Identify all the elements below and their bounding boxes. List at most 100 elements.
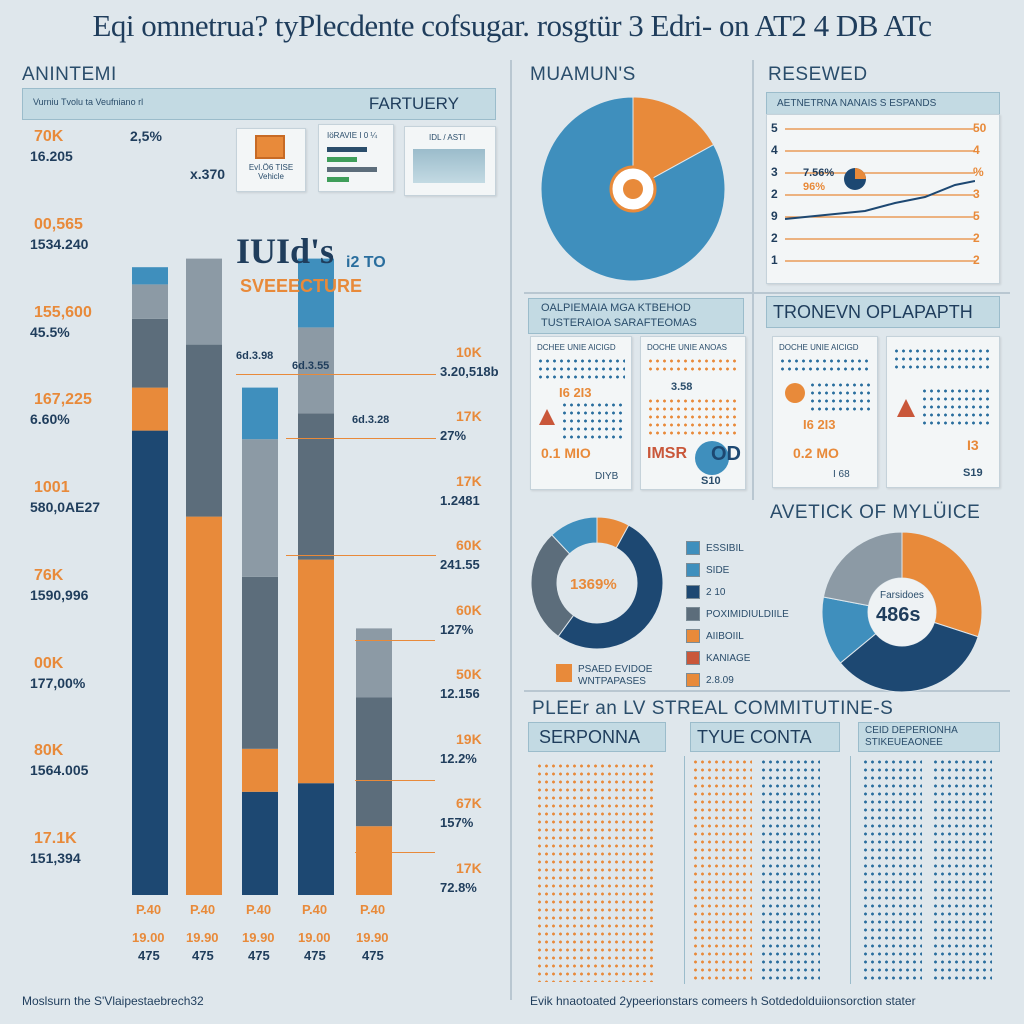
left-label-sub: 16.205 [30, 148, 73, 164]
left-label-sub: 1590,996 [30, 586, 89, 603]
divider-left [510, 60, 512, 1000]
mid-card-2-badge: IMSR [647, 445, 687, 462]
tronevn-card-2-small: S19 [963, 467, 983, 479]
legend-label: AIIBOIIL [706, 631, 744, 642]
mini-card-3: IDL / ASTI [404, 126, 496, 196]
right-label-sub: 72.8% [440, 879, 477, 895]
pie-slice [632, 96, 715, 190]
coin-icon [785, 383, 805, 403]
bar1-value: 2,5% [130, 128, 162, 144]
left-label-sub: 6.60% [30, 411, 70, 428]
right-label-value: 60K [456, 601, 482, 618]
bottom-footer: Evik hnaotoated 2ypeerionstars comeers h… [530, 994, 916, 1008]
right-label-sub: 3.20,518b [440, 364, 499, 379]
resewed-y-left-label: 9 [771, 209, 778, 223]
resewed-y-right-label: 50 [973, 121, 987, 135]
left-heading: ANINTEMI [22, 64, 117, 85]
left-banner-small: Vurniu Tvolu ta Veufniano rl [33, 97, 144, 107]
bar-segment [356, 697, 392, 827]
box-icon [255, 135, 285, 159]
legend-item: 2 10 [686, 582, 789, 604]
resewed-y-right-label: 5 [973, 209, 980, 223]
bar-segment [298, 327, 334, 414]
x-total-label: 475 [138, 948, 160, 963]
bottom-banner-2: TYUE CONTA [690, 722, 840, 752]
legend-swatch [686, 629, 700, 644]
legend-label: 2.8.09 [706, 675, 734, 686]
bottom-heading: PLEEr an LV STREAL COMMITUTINE-S [532, 698, 894, 719]
legend-label: ESSIBIL [706, 543, 744, 554]
resewed-y-left-label: 2 [771, 187, 778, 201]
tronevn-card-1-big2: 0.2 MO [793, 445, 839, 461]
right-label-value: 10K [456, 344, 482, 360]
tronevn-heading: TRONEVN OPLAPAPTH [773, 302, 973, 322]
dot-grid [921, 387, 993, 427]
bar-segment [186, 258, 222, 345]
bar-segment [298, 783, 334, 895]
bar-segment [242, 748, 278, 792]
left-label-value: 17.1K [34, 830, 77, 848]
mid-banner-1: OALPIEMAIA MGA KTBEHOD [541, 302, 691, 314]
pie-chart-2 [821, 531, 983, 693]
overlay-sub-text: SVEEECTURE [240, 276, 363, 296]
right-label-sub: 12.156 [440, 686, 480, 702]
bottom-banner-2-text: TYUE CONTA [697, 727, 812, 747]
right-label-value: 17K [456, 472, 482, 489]
dot-grid [647, 397, 739, 437]
x-category-label: P.40 [136, 902, 162, 917]
tree-icon [897, 399, 915, 417]
legend-item: KANIAGE [686, 648, 789, 670]
right-label-value: 17K [456, 408, 482, 425]
mini-bar [327, 157, 357, 162]
page-title: Eqi omnetrua? tyPlecdente cofsugar. rosg… [92, 8, 932, 43]
left-label-value: 76K [34, 566, 64, 584]
trend-line [785, 180, 975, 220]
leader-line [286, 555, 436, 556]
globe-icon [695, 441, 729, 475]
left-label-sub: 45.5% [30, 323, 70, 340]
x-total-label: 475 [192, 948, 214, 963]
bar4-value: 6d.3.55 [292, 360, 330, 372]
tronevn-card-1-small: I 68 [833, 469, 850, 480]
right-label-sub: 27% [440, 428, 467, 444]
dot-grid [537, 357, 625, 379]
x-sub-label: 19.90 [242, 930, 275, 945]
x-sub-label: 19.00 [298, 930, 331, 945]
left-footer: Moslsurn the S'Vlaipestaebrech32 [22, 994, 204, 1008]
pie2-heading: AVETICK OF MYLÜICE [770, 502, 981, 523]
right-label-sub: 241.55 [440, 557, 480, 573]
leader-line [236, 374, 436, 375]
resewed-heading: RESEWED [768, 64, 868, 85]
x-sub-label: 19.90 [356, 930, 389, 945]
x-category-label: P.40 [360, 902, 386, 917]
leader-line [286, 438, 436, 439]
left-label-sub: 1534.240 [30, 235, 89, 252]
legend-label: KANIAGE [706, 653, 751, 664]
dot-grid [779, 357, 871, 375]
right-label-sub: 1.2481 [440, 492, 480, 508]
x-total-label: 475 [248, 948, 270, 963]
mid-card-1-small: DIYB [595, 471, 619, 482]
x-sub-label: 19.90 [186, 930, 219, 945]
bar-segment [132, 318, 168, 388]
mid-card-1-big: I6 2I3 [559, 385, 592, 400]
overlay-small-text: i2 TO [346, 254, 386, 271]
donut-note-2: WNTPAPASES [578, 676, 646, 687]
bar-segment [298, 559, 334, 784]
left-label-value: 00,565 [34, 215, 83, 233]
bar2-value: x.370 [190, 166, 226, 182]
dot-matrix-5 [932, 758, 992, 982]
legend-swatch [686, 651, 700, 666]
bar-segment [242, 387, 278, 440]
legend-item: 2.8.09 [686, 670, 789, 692]
leader-line [355, 852, 435, 853]
legend-swatch [686, 585, 700, 600]
bar5-value: 6d.3.28 [352, 414, 390, 426]
pie2-label: Farsidoes [880, 590, 924, 601]
resewed-chart-card: 5 4 3 2 9 2 1 50 4% 3 5 2 2 7.56% 96% [766, 114, 1000, 284]
left-banner-title: FARTUERY [368, 94, 459, 113]
divider [850, 756, 851, 984]
tree-icon [539, 409, 555, 425]
right-label-value: 19K [456, 730, 482, 747]
dot-matrix-3 [760, 758, 820, 982]
